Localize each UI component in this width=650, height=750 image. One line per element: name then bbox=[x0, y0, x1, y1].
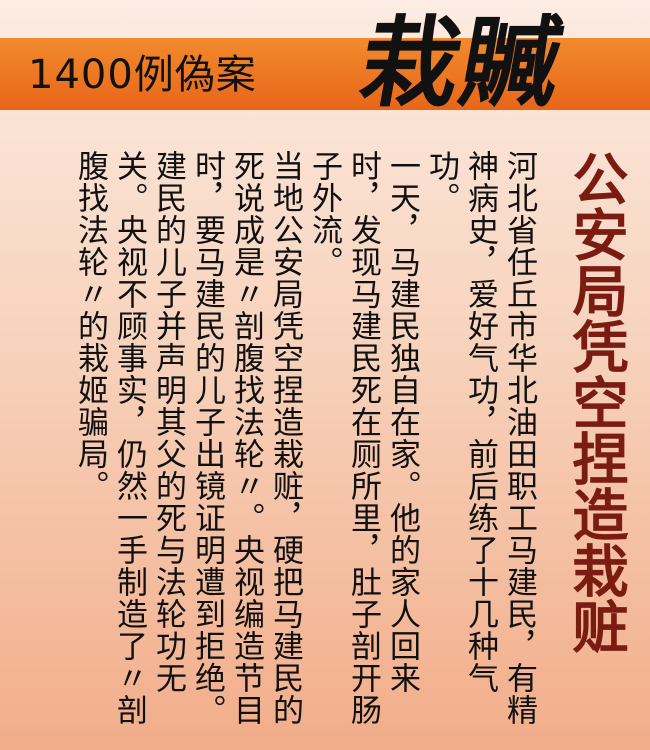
banner-subtitle: 1400例偽案 bbox=[28, 52, 257, 98]
article-paragraph: 一天，马建民独自在家。他的家人回来时，发现马建民死在厕所里，肚子剖开肠子外流。 bbox=[306, 150, 420, 726]
banner-title: 栽贓 bbox=[351, 7, 573, 121]
article-paragraph: 当地公安局凭空捏造栽赃，硬把马建民的死说成是〃剖腹找法轮〃。央视编造节目时，要马… bbox=[189, 150, 303, 726]
article-paragraph: 河北省任丘市华北油田职工马建民，有精神病史，爱好气功，前后练了十几种气功。 bbox=[423, 150, 537, 726]
title-banner bbox=[0, 38, 650, 110]
side-headline: 公安局凭空捏造栽赃 bbox=[563, 150, 628, 654]
article-paragraph: 建民的儿子并声明其父的死与法轮功无关。央视不顾事实，仍然一手制造了〃剖腹找法轮〃… bbox=[72, 150, 186, 726]
article-body: 河北省任丘市华北油田职工马建民，有精神病史，爱好气功，前后练了十几种气功。 一天… bbox=[70, 150, 538, 730]
